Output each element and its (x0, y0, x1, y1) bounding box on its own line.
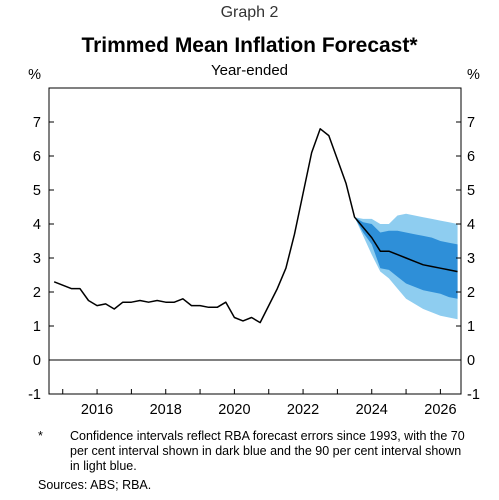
x-tick-label: 2022 (287, 402, 319, 418)
y-unit-label-right: % (467, 67, 480, 83)
sources-note: Sources: ABS; RBA. (38, 478, 152, 492)
footnote-text: Confidence intervals reflect RBA forecas… (70, 429, 465, 473)
inflation-series-line (53, 128, 458, 324)
x-tick-label: 2016 (81, 402, 113, 418)
y-tick-label-right: 4 (467, 217, 475, 233)
y-tick-label-right: 7 (467, 115, 475, 131)
y-tick-label-right: 6 (467, 149, 475, 165)
y-tick-label-left: 5 (33, 183, 41, 199)
y-tick-label-left: -1 (28, 387, 41, 403)
chart-subtitle: Year-ended (210, 62, 288, 79)
y-unit-label-left: % (28, 67, 41, 83)
y-tick-label-left: 7 (33, 115, 41, 131)
plot-frame (48, 87, 462, 395)
y-tick-label-left: 1 (33, 319, 41, 335)
y-tick-label-right: -1 (467, 387, 480, 403)
y-tick-label-right: 3 (467, 251, 475, 267)
chart-title: Trimmed Mean Inflation Forecast* (81, 34, 418, 57)
graph-number-label: Graph 2 (220, 4, 279, 21)
y-tick-label-left: 2 (33, 285, 41, 301)
y-tick-label-right: 2 (467, 285, 475, 301)
x-tick-label: 2020 (218, 402, 250, 418)
y-tick-label-left: 6 (33, 149, 41, 165)
y-tick-label-left: 4 (33, 217, 41, 233)
x-tick-label: 2018 (150, 402, 182, 418)
footnote-marker: * (38, 429, 43, 443)
x-tick-label: 2026 (424, 402, 456, 418)
y-tick-label-left: 0 (33, 353, 41, 369)
y-tick-label-right: 0 (467, 353, 475, 369)
y-tick-label-left: 3 (33, 251, 41, 267)
y-tick-label-right: 1 (467, 319, 475, 335)
y-tick-label-right: 5 (467, 183, 475, 199)
x-tick-label: 2024 (356, 402, 388, 418)
